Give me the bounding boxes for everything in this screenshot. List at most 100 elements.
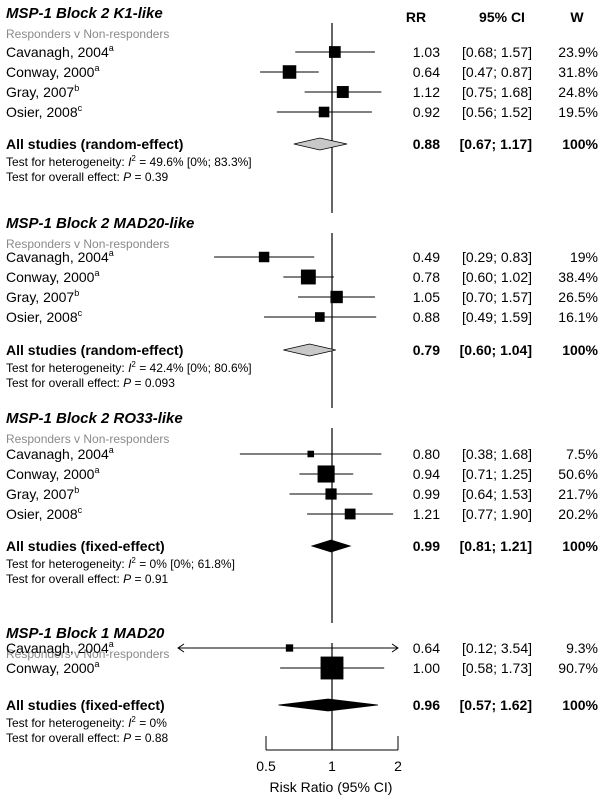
point-estimate-square (307, 450, 315, 458)
study-weight: 19% (570, 249, 598, 265)
study-name: Gray, 2007b (6, 485, 79, 502)
group-title: MSP-1 Block 2 RO33-like (6, 410, 183, 427)
summary-label: All studies (fixed-effect) (6, 697, 165, 713)
point-estimate-square (344, 508, 356, 520)
header-weight: W (570, 9, 584, 25)
group-title-backdrop (4, 408, 384, 428)
study-weight: 50.6% (558, 466, 598, 482)
heterogeneity-test: Test for heterogeneity: I2 = 0% [0%; 61.… (6, 556, 235, 571)
study-rr: 0.64 (413, 640, 440, 656)
summary-label: All studies (random-effect) (6, 342, 183, 358)
summary-label-backdrop (4, 533, 286, 551)
x-axis-label: Risk Ratio (95% CI) (270, 779, 393, 795)
study-name: Cavanagh, 2004a (6, 445, 114, 462)
x-tick-label: 0.5 (256, 758, 276, 774)
summary-rr: 0.79 (413, 342, 440, 358)
study-name: Cavanagh, 2004a (6, 639, 114, 656)
summary-weight: 100% (562, 136, 598, 152)
study-ci: [0.60; 1.02] (462, 269, 532, 285)
study-name: Conway, 2000a (6, 465, 99, 482)
summary-weight: 100% (562, 538, 598, 554)
summary-weight: 100% (562, 697, 598, 713)
group-title: MSP-1 Block 1 MAD20 (6, 625, 165, 642)
study-ci: [0.12; 3.54] (462, 640, 532, 656)
point-estimate-square (325, 488, 337, 500)
summary-diamond (278, 698, 378, 712)
summary-label-backdrop (4, 131, 286, 149)
overall-effect-test: Test for overall effect: P = 0.093 (6, 376, 175, 390)
study-weight: 21.7% (558, 486, 598, 502)
overall-effect-test: Test for overall effect: P = 0.91 (6, 572, 169, 586)
summary-diamond (310, 539, 352, 553)
study-rr: 1.03 (413, 44, 440, 60)
point-estimate-square (285, 644, 294, 652)
study-weight: 16.1% (558, 309, 598, 325)
point-estimate-square (315, 312, 325, 322)
study-rr: 1.00 (413, 660, 440, 676)
study-weight: 24.8% (558, 84, 598, 100)
study-ci: [0.77; 1.90] (462, 506, 532, 522)
summary-rr: 0.99 (413, 538, 440, 554)
group-title: MSP-1 Block 2 MAD20-like (6, 215, 194, 232)
point-estimate-square (330, 290, 343, 304)
study-ci: [0.68; 1.57] (462, 44, 532, 60)
study-rr: 0.64 (413, 64, 440, 80)
study-rr: 0.49 (413, 249, 440, 265)
study-rr: 0.99 (413, 486, 440, 502)
study-ci: [0.29; 0.83] (462, 249, 532, 265)
summary-ci: [0.60; 1.04] (460, 342, 532, 358)
study-name: Conway, 2000a (6, 63, 99, 80)
heterogeneity-test: Test for heterogeneity: I2 = 42.4% [0%; … (6, 360, 252, 375)
study-ci: [0.56; 1.52] (462, 104, 532, 120)
study-name: Gray, 2007b (6, 83, 79, 100)
summary-ci: [0.67; 1.17] (460, 136, 532, 152)
header-rr: RR (406, 9, 426, 25)
summary-ci: [0.57; 1.62] (460, 697, 532, 713)
overall-effect-test: Test for overall effect: P = 0.39 (6, 170, 169, 184)
summary-ci: [0.81; 1.21] (460, 538, 532, 554)
summary-label-backdrop (4, 692, 286, 710)
point-estimate-square (320, 656, 344, 680)
study-weight: 23.9% (558, 44, 598, 60)
study-rr: 0.80 (413, 446, 440, 462)
group-subtitle: Responders v Non-responders (6, 237, 169, 251)
study-ci: [0.71; 1.25] (462, 466, 532, 482)
study-rr: 0.78 (413, 269, 440, 285)
study-weight: 9.3% (566, 640, 598, 656)
point-estimate-square (336, 86, 349, 98)
point-estimate-square (328, 46, 341, 58)
summary-label: All studies (fixed-effect) (6, 538, 165, 554)
study-name: Cavanagh, 2004a (6, 248, 114, 265)
heterogeneity-test: Test for heterogeneity: I2 = 0% (6, 715, 167, 730)
study-rr: 1.12 (413, 84, 440, 100)
heterogeneity-test: Test for heterogeneity: I2 = 49.6% [0%; … (6, 154, 252, 169)
study-rr: 0.94 (413, 466, 440, 482)
summary-label: All studies (random-effect) (6, 136, 183, 152)
x-tick-label: 1 (328, 758, 336, 774)
study-weight: 31.8% (558, 64, 598, 80)
group-title-backdrop (4, 623, 384, 643)
plot-body: MSP-1 Block 2 K1-like Responders v Non-re… (4, 3, 599, 774)
point-estimate-square (317, 465, 335, 483)
point-estimate-square (258, 251, 270, 263)
point-estimate-square (300, 269, 316, 285)
study-ci: [0.70; 1.57] (462, 289, 532, 305)
study-rr: 1.21 (413, 506, 440, 522)
study-ci: [0.49; 1.59] (462, 309, 532, 325)
study-ci: [0.47; 0.87] (462, 64, 532, 80)
study-name: Osier, 2008c (6, 103, 83, 120)
study-name: Gray, 2007b (6, 288, 79, 305)
study-weight: 19.5% (558, 104, 598, 120)
study-name: Cavanagh, 2004a (6, 43, 114, 60)
study-weight: 90.7% (558, 660, 598, 676)
group-subtitle: Responders v Non-responders (6, 27, 169, 41)
study-name: Conway, 2000a (6, 268, 99, 285)
summary-diamond (293, 137, 348, 151)
study-ci: [0.75; 1.68] (462, 84, 532, 100)
study-weight: 26.5% (558, 289, 598, 305)
group-subtitle: Responders v Non-responders (6, 647, 169, 661)
summary-rr: 0.88 (413, 136, 440, 152)
group-subtitle: Responders v Non-responders (6, 432, 169, 446)
study-ci: [0.38; 1.68] (462, 446, 532, 462)
